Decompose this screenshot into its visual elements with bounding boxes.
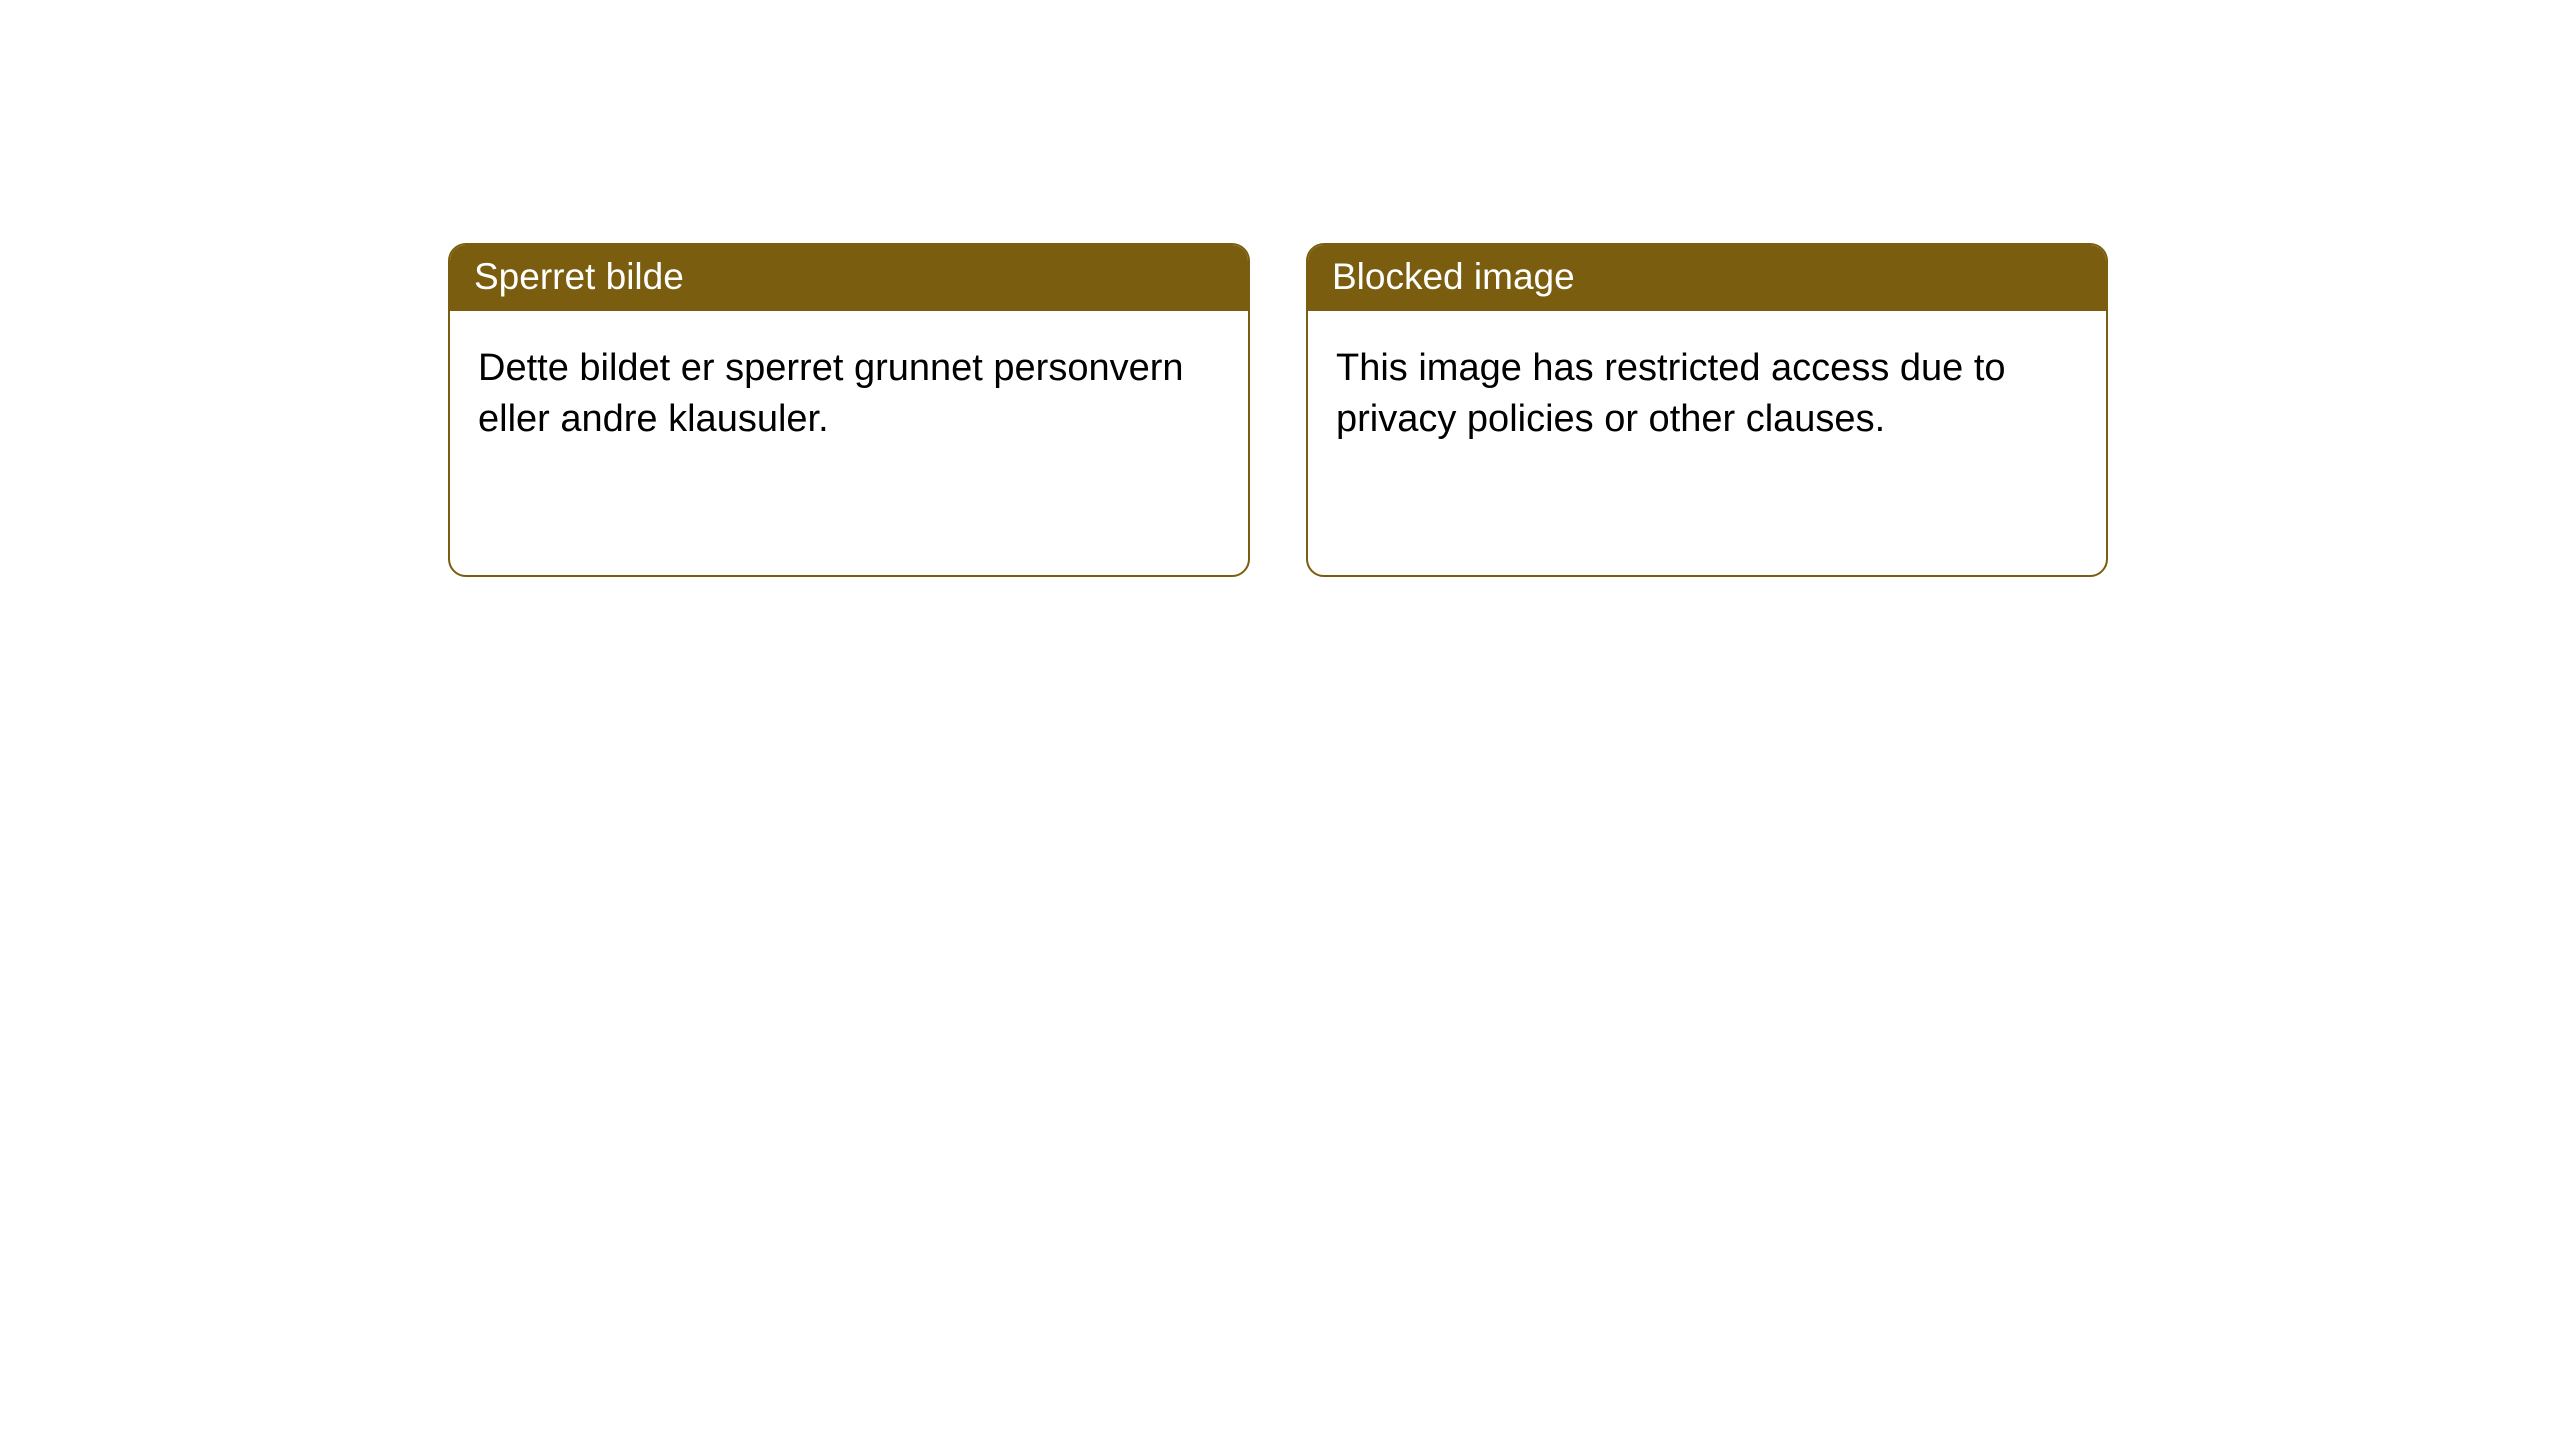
notice-cards-container: Sperret bilde Dette bildet er sperret gr… (0, 0, 2560, 577)
notice-card-norwegian: Sperret bilde Dette bildet er sperret gr… (448, 243, 1250, 577)
card-body: This image has restricted access due to … (1308, 311, 2106, 478)
card-body-text: Dette bildet er sperret grunnet personve… (478, 347, 1184, 440)
card-title: Sperret bilde (474, 256, 684, 297)
notice-card-english: Blocked image This image has restricted … (1306, 243, 2108, 577)
card-title: Blocked image (1332, 256, 1575, 297)
card-header: Sperret bilde (450, 245, 1248, 311)
card-body: Dette bildet er sperret grunnet personve… (450, 311, 1248, 478)
card-body-text: This image has restricted access due to … (1336, 347, 2006, 440)
card-header: Blocked image (1308, 245, 2106, 311)
